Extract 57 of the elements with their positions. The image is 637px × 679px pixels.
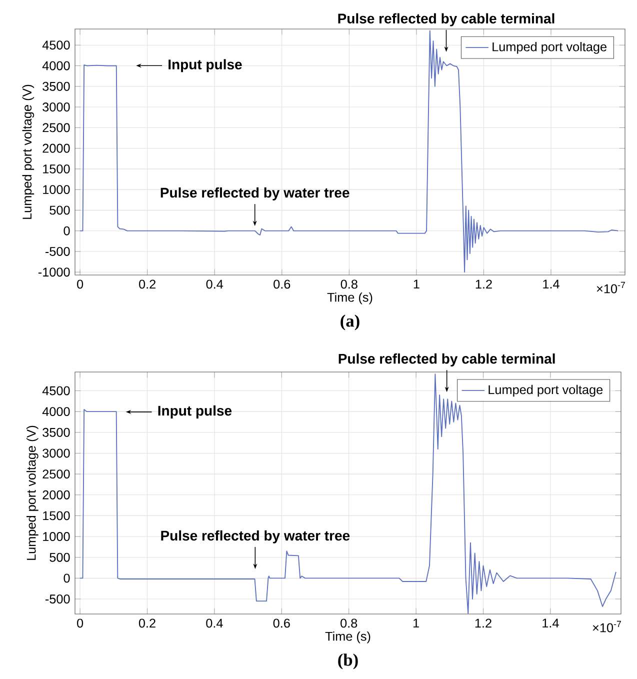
y-axis-title: Lumped port voltage (V) xyxy=(22,84,34,219)
line-series xyxy=(80,30,619,273)
annotation: Input pulse xyxy=(158,405,232,418)
x-tick-label: 1.2 xyxy=(476,280,492,289)
y-tick-label: 1000 xyxy=(43,185,70,194)
x-tick-label: 1.2 xyxy=(475,618,492,628)
y-tick-label: 1500 xyxy=(43,511,70,520)
text: Pulse reflected by cable terminal xyxy=(338,353,555,366)
y-tick-label: 3500 xyxy=(42,82,70,91)
y-tick-label: 3000 xyxy=(42,448,70,458)
annotation: Input pulse xyxy=(168,59,242,72)
text: (a) xyxy=(340,314,360,330)
y-tick-label: -1000 xyxy=(38,268,70,277)
x-tick-label: 0.8 xyxy=(340,280,358,289)
legend-label: Lumped port voltage xyxy=(488,384,603,397)
x-axis-title: Time (s) xyxy=(327,292,372,304)
x-tick-label: 0.6 xyxy=(274,280,290,289)
x-tick-label: 0.2 xyxy=(139,280,156,289)
y-tick-label: 500 xyxy=(50,206,70,215)
y-tick-label: 4500 xyxy=(42,386,70,396)
text: ×10$^{-7}$ xyxy=(592,620,621,632)
y-tick-label: 4000 xyxy=(42,407,70,416)
text: ×10$^{-7}$ xyxy=(596,282,625,294)
y-tick-label: 0 xyxy=(64,226,70,236)
y-tick-label: 2500 xyxy=(42,123,70,132)
x-tick-label: 1 xyxy=(413,618,419,628)
x-tick-label: 1 xyxy=(414,280,420,288)
line-series xyxy=(80,374,616,614)
y-tick-label: -500 xyxy=(46,246,70,256)
x-tick-label: 0.6 xyxy=(273,618,290,628)
x-tick-label: 0.4 xyxy=(206,618,223,628)
text: (b) xyxy=(338,654,358,670)
y-tick-label: 3500 xyxy=(42,428,70,437)
y-tick-label: 2000 xyxy=(42,490,70,500)
y-axis-title: Lumped port voltage (V) xyxy=(26,426,38,560)
y-tick-label: 4000 xyxy=(42,61,70,70)
x-tick-label: 0 xyxy=(77,618,84,628)
y-tick-label: 500 xyxy=(50,552,70,562)
y-tick-label: 2500 xyxy=(42,470,70,479)
y-tick-label: 3000 xyxy=(42,102,70,112)
y-tick-label: 4500 xyxy=(42,40,70,50)
x-tick-label: 0.2 xyxy=(138,618,156,628)
legend-label: Lumped port voltage xyxy=(492,42,606,54)
x-tick-label: 1.4 xyxy=(542,618,559,628)
y-tick-label: 1500 xyxy=(43,164,70,174)
annotation: Pulse reflected by water tree xyxy=(160,187,350,200)
x-tick-label: 0.8 xyxy=(340,618,358,628)
annotation: Pulse reflected by water tree xyxy=(161,530,350,544)
x-tick-label: 0 xyxy=(77,280,84,289)
x-tick-label: 1.4 xyxy=(543,280,560,288)
y-tick-label: -500 xyxy=(46,594,70,604)
y-tick-label: 1000 xyxy=(43,532,70,542)
x-tick-label: 0.4 xyxy=(206,280,224,289)
x-axis-title: Time (s) xyxy=(325,632,370,644)
y-tick-label: 2000 xyxy=(42,144,70,153)
text: Pulse reflected by cable terminal xyxy=(338,13,554,26)
y-tick-label: 0 xyxy=(64,574,70,583)
